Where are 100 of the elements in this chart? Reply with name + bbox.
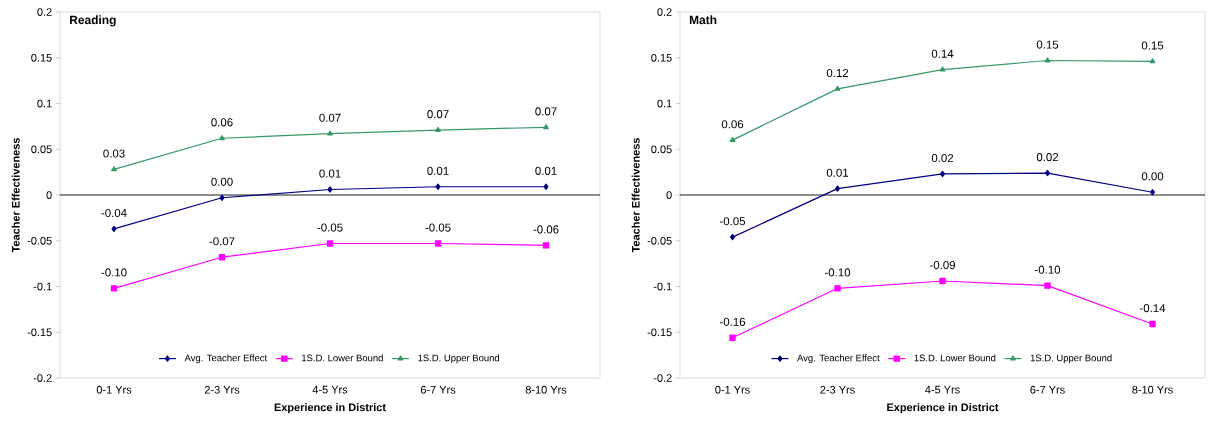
point	[1044, 169, 1051, 177]
x-tick-label: 0-1 Yrs	[96, 385, 132, 394]
point	[435, 183, 441, 190]
y-tick-label: 0.2	[37, 8, 52, 16]
data-label: 0.01	[427, 166, 449, 175]
point	[729, 233, 736, 241]
point	[543, 183, 549, 190]
point	[939, 66, 946, 72]
point	[1149, 189, 1156, 196]
x-tick-label: 6-7 Yrs	[420, 385, 456, 394]
y-tick-label: 0.05	[651, 145, 672, 154]
point	[542, 242, 550, 249]
data-label: -0.05	[317, 223, 343, 232]
data-label: -0.09	[929, 261, 956, 270]
data-label: -0.16	[719, 317, 746, 326]
data-label: 0.12	[826, 68, 849, 77]
y-tick-label: -0.05	[647, 236, 672, 245]
data-label: -0.06	[533, 225, 559, 234]
data-label: 0.00	[211, 177, 233, 186]
point	[111, 225, 117, 233]
chart-title: Reading	[70, 15, 116, 27]
x-tick-label: 2-3 Yrs	[204, 385, 240, 394]
y-tick-label: -0.15	[647, 328, 672, 337]
data-label: 0.03	[103, 149, 125, 158]
point	[1149, 58, 1156, 64]
y-axis-title: Teacher Effectiveness	[631, 138, 640, 253]
point	[1149, 320, 1156, 328]
point	[939, 277, 946, 285]
x-axis-title: Experience in District	[274, 403, 386, 414]
x-tick-label: 6-7 Yrs	[1030, 385, 1065, 394]
data-label: 0.02	[1036, 153, 1059, 162]
data-label: 0.15	[1141, 41, 1164, 50]
point	[110, 285, 118, 292]
point	[327, 130, 333, 136]
data-label: 0.01	[319, 169, 341, 178]
data-label: 0.06	[211, 118, 233, 127]
legend-label: Avg. Teacher Effect	[797, 354, 880, 364]
point	[1044, 282, 1051, 289]
point	[218, 254, 226, 261]
legend-label: 1S.D. Upper Bound	[418, 354, 500, 364]
data-label: -0.10	[824, 268, 851, 277]
x-tick-label: 8-10 Yrs	[525, 385, 567, 394]
y-tick-label: 0.15	[31, 53, 52, 62]
data-label: 0.00	[1141, 172, 1164, 181]
y-tick-label: 0	[666, 191, 672, 199]
point	[219, 194, 225, 201]
data-label: -0.07	[209, 237, 235, 246]
y-tick-label: 0.15	[651, 53, 672, 62]
y-tick-label: -0.2	[33, 374, 52, 382]
point	[326, 240, 334, 247]
point	[729, 136, 736, 142]
point	[435, 126, 441, 132]
legend-label: 1S.D. Upper Bound	[1030, 354, 1112, 364]
y-tick-label: 0.2	[657, 8, 672, 16]
x-axis-title: Experience in District	[887, 403, 999, 414]
y-tick-label: 0	[46, 191, 52, 199]
point	[1044, 57, 1051, 63]
data-label: -0.10	[101, 268, 127, 277]
x-tick-label: 8-10 Yrs	[1132, 385, 1173, 394]
y-tick-label: -0.2	[653, 374, 672, 382]
y-tick-label: 0.1	[37, 99, 52, 108]
legend-label: 1S.D. Lower Bound	[302, 354, 383, 362]
data-label: 0.07	[319, 113, 341, 122]
y-tick-label: -0.1	[33, 282, 52, 291]
point	[834, 85, 841, 91]
data-label: 0.07	[535, 107, 557, 116]
data-label: 0.06	[721, 120, 744, 129]
point	[834, 185, 841, 192]
x-tick-label: 2-3 Yrs	[820, 385, 855, 394]
x-tick-label: 4-5 Yrs	[925, 385, 960, 394]
data-label: -0.10	[1034, 265, 1061, 274]
data-label: 0.02	[931, 153, 954, 163]
y-tick-label: -0.15	[27, 328, 52, 337]
data-label: 0.14	[931, 49, 954, 58]
legend-label: Avg. Teacher Effect	[184, 354, 268, 364]
data-label: 0.01	[826, 168, 849, 177]
y-tick-label: 0.05	[31, 145, 52, 154]
data-label: -0.05	[425, 223, 451, 232]
point	[729, 334, 736, 341]
x-tick-label: 0-1 Yrs	[715, 385, 750, 394]
data-label: 0.07	[427, 110, 449, 119]
point	[219, 135, 225, 141]
data-label: -0.14	[1139, 304, 1166, 313]
x-tick-label: 4-5 Yrs	[312, 385, 348, 394]
data-label: 0.01	[535, 166, 557, 175]
point	[327, 186, 333, 193]
point	[543, 124, 549, 130]
y-tick-label: -0.05	[27, 236, 52, 245]
y-tick-label: 0.1	[657, 99, 672, 108]
chart-title: Math	[689, 15, 717, 25]
point	[939, 170, 946, 178]
point	[434, 240, 442, 247]
data-label: -0.05	[719, 217, 746, 226]
y-axis-title: Teacher Effectiveness	[11, 138, 20, 253]
data-label: 0.15	[1036, 40, 1059, 49]
point	[834, 285, 841, 292]
data-label: -0.04	[101, 208, 127, 217]
point	[111, 166, 117, 172]
legend-label: 1S.D. Lower Bound	[914, 354, 996, 362]
y-tick-label: -0.1	[653, 282, 672, 291]
